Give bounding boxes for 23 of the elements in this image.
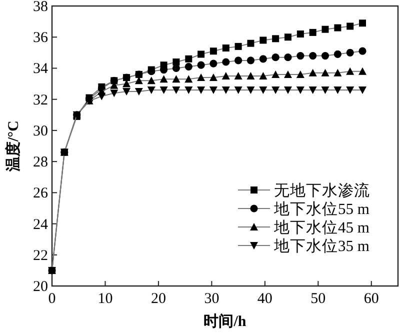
x-tick-label: 30 [204, 291, 220, 307]
y-tick-label: 34 [33, 61, 48, 78]
x-tick-label: 0 [48, 291, 56, 307]
x-axis-title: 时间/h [204, 313, 247, 330]
y-tick-label: 32 [33, 92, 48, 108]
x-tick-label: 40 [257, 291, 272, 307]
legend-label: 无地下水渗流 [274, 182, 370, 200]
y-tick-label: 36 [33, 30, 48, 46]
y-tick-label: 24 [33, 216, 48, 233]
y-tick-label: 28 [33, 154, 48, 171]
legend-label: 地下水位45 m [273, 218, 370, 236]
legend-label: 地下水位55 m [273, 200, 370, 218]
legend-label: 地下水位35 m [273, 237, 370, 255]
y-tick-label: 30 [33, 123, 48, 140]
x-tick-label: 10 [98, 291, 113, 307]
x-tick-label: 60 [364, 291, 379, 307]
y-tick-label: 26 [33, 186, 48, 202]
x-tick-label: 20 [150, 291, 166, 307]
y-tick-label: 22 [33, 248, 48, 264]
y-tick-label: 20 [33, 279, 48, 295]
y-axis-title: 温度/°C [4, 120, 22, 172]
x-tick-label: 50 [310, 291, 326, 307]
y-tick-label: 38 [33, 0, 48, 15]
